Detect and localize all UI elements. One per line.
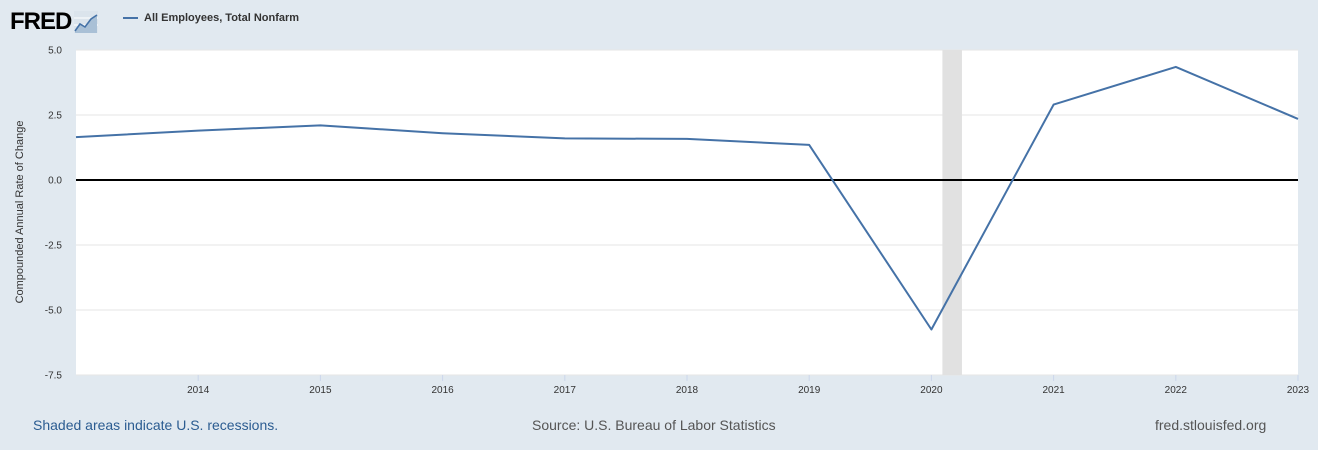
x-tick-label: 2016 [431,385,454,396]
x-tick-label: 2023 [1287,385,1310,396]
x-tick-label: 2014 [187,385,210,396]
y-axis-ticks: 5.0 2.5 0.0 -2.5 -5.0 -7.5 [45,46,63,382]
data-point[interactable] [563,136,567,140]
data-point[interactable] [685,137,689,141]
x-tick-label: 2017 [554,385,577,396]
site-url[interactable]: fred.stlouisfed.org [1155,417,1266,433]
data-point[interactable] [1296,117,1300,121]
x-tick-label: 2022 [1165,385,1188,396]
data-point[interactable] [74,135,78,139]
y-tick-label: -2.5 [45,241,63,252]
data-point[interactable] [929,328,933,332]
recession-shades [942,50,962,375]
y-tick-label: 5.0 [48,46,62,57]
y-tick-label: -7.5 [45,371,63,382]
y-axis-label: Compounded Annual Rate of Change [14,121,26,304]
x-tick-label: 2020 [920,385,943,396]
data-point[interactable] [196,129,200,133]
y-tick-label: 0.0 [48,176,62,187]
x-tick-label: 2021 [1042,385,1065,396]
data-point[interactable] [807,143,811,147]
x-tick-label: 2019 [798,385,821,396]
data-point[interactable] [1052,103,1056,107]
plot-area [76,50,1298,375]
x-tick-label: 2018 [676,385,699,396]
y-tick-label: 2.5 [48,111,62,122]
recession-shade [942,50,962,375]
x-tick-label: 2015 [309,385,332,396]
data-point[interactable] [441,131,445,135]
y-tick-label: -5.0 [45,306,63,317]
data-point[interactable] [1174,65,1178,69]
recession-note[interactable]: Shaded areas indicate U.S. recessions. [33,417,278,433]
x-axis-ticks: 2014 2015 2016 2017 2018 2019 2020 2021 2022 2023 [187,375,1309,396]
data-point[interactable] [318,123,322,127]
source-note: Source: U.S. Bureau of Labor Statistics [532,417,776,433]
